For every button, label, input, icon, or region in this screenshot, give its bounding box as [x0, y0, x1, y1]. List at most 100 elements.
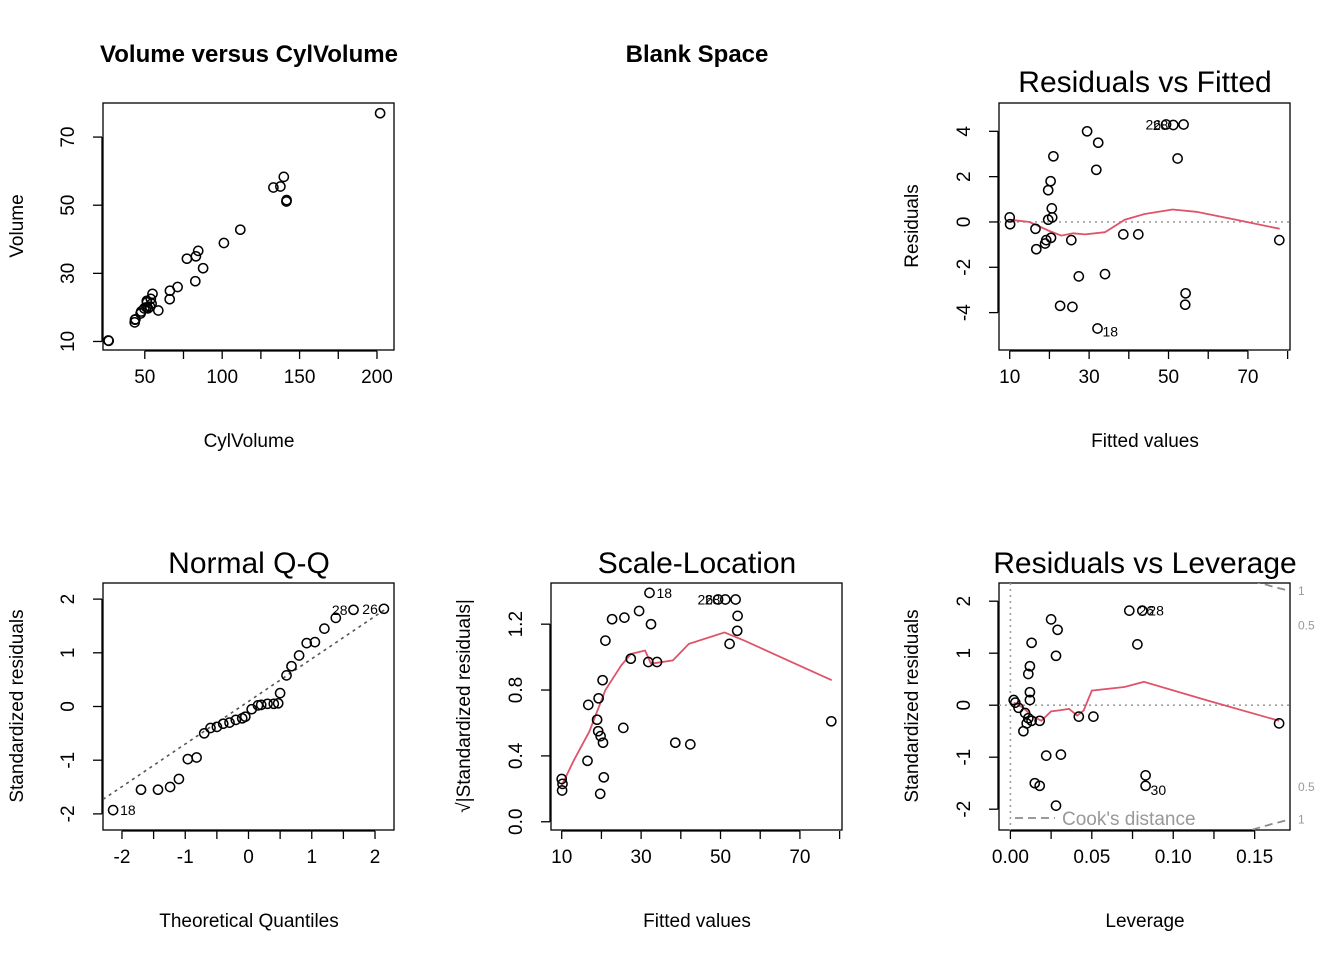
plot-box [998, 102, 1291, 351]
x-axis-label: Fitted values [643, 911, 751, 932]
data-point [1022, 712, 1034, 724]
qq-reference-line [102, 609, 385, 801]
cook-contour-label: 1 [1298, 584, 1305, 598]
data-point [732, 610, 743, 622]
data-point [1167, 119, 1179, 131]
y-axis: 10 30 50 70 [58, 126, 103, 352]
y-tick-label: 0.0 [506, 809, 527, 835]
panel-volume-vs-cylvolume: Volume versus CylVolume 50 100 150 200 10 30… [7, 41, 398, 452]
smoother-line [1009, 208, 1280, 237]
x-tick-label: 0.10 [1155, 847, 1192, 868]
data-point [1013, 702, 1024, 714]
data-point [1004, 212, 1016, 223]
panel-title: Volume versus CylVolume [100, 41, 398, 68]
data-point [645, 618, 657, 630]
x-axis-label: Theoretical Quantiles [159, 911, 339, 932]
data-point [597, 674, 608, 686]
data-point [1004, 218, 1016, 230]
data-point [198, 727, 210, 739]
data-point [173, 773, 185, 785]
data-point [146, 298, 157, 310]
data-point [197, 262, 209, 274]
y-tick-label: 2 [58, 594, 79, 605]
cook-contour-0.5-lower [1248, 819, 1288, 830]
data-point [301, 637, 313, 649]
point-label: 26 [698, 591, 714, 607]
y-tick-label: -2 [954, 801, 975, 818]
y-tick-label: 2 [954, 171, 975, 182]
data-point [268, 698, 280, 710]
data-point [164, 781, 176, 793]
data-point [278, 171, 290, 183]
data-point [625, 653, 637, 665]
data-point [147, 288, 158, 300]
x-tick-label: 2 [370, 847, 381, 868]
data-point [189, 275, 201, 287]
y-tick-label: 1 [58, 648, 79, 659]
cooks-distance-legend: Cook's distance [1015, 809, 1196, 830]
x-tick-label: -2 [114, 847, 131, 868]
cook-contour-1-upper [1279, 540, 1287, 543]
data-point [1273, 234, 1285, 246]
panel-residuals-vs-fitted: Residuals vs Fitted 10 30 50 70 -4 -2 0 2 4 18 2… [902, 66, 1291, 452]
y-tick-label: 70 [58, 126, 79, 147]
data-point [374, 107, 386, 119]
data-point [281, 670, 292, 681]
data-point [1136, 605, 1148, 616]
data-point [107, 804, 119, 816]
y-tick-label: -2 [954, 259, 975, 276]
data-point [1045, 175, 1056, 187]
data-point [164, 293, 176, 305]
panel-scale-location: Scale-Location 10 30 50 70 0.0 0.4 0.8 1.2 18 2… [454, 547, 843, 932]
data-point [330, 612, 342, 624]
data-point [1045, 232, 1057, 244]
data-point [1092, 323, 1103, 334]
data-point [1273, 718, 1285, 729]
y-tick-label: 0.8 [506, 677, 527, 703]
x-tick-label: 10 [999, 367, 1020, 388]
x-tick-label: 50 [710, 847, 731, 868]
x-axis: 10 30 50 70 [999, 350, 1289, 388]
panel-title: Normal Q-Q [168, 547, 330, 580]
cook-contour-label: 1 [1298, 813, 1305, 827]
data-point [1024, 660, 1036, 672]
x-axis: 0.00 0.05 0.10 0.15 [992, 830, 1273, 868]
x-tick-label: 50 [1158, 367, 1179, 388]
data-point [274, 687, 286, 699]
data-point [1073, 271, 1085, 282]
data-point [135, 784, 147, 796]
panel-title: Blank Space [626, 41, 769, 68]
data-point [582, 755, 593, 767]
data-point [582, 699, 594, 711]
data-points [107, 603, 390, 816]
data-point [218, 237, 230, 249]
x-axis: 10 30 50 70 [551, 830, 841, 868]
data-point [1030, 223, 1041, 235]
data-point [684, 739, 696, 750]
data-point [1160, 119, 1172, 130]
point-label: 26 [362, 601, 378, 617]
plot-box [550, 582, 843, 831]
data-point [825, 715, 837, 727]
point-label: 26 [1146, 117, 1162, 133]
smoother [1013, 680, 1280, 722]
data-point [1092, 137, 1104, 149]
x-tick-label: 0.00 [992, 847, 1029, 868]
panel-title: Residuals vs Fitted [1018, 66, 1271, 99]
data-point [1140, 780, 1151, 792]
data-point [593, 692, 604, 704]
data-point [619, 612, 630, 623]
data-point [217, 718, 229, 730]
data-point [1045, 614, 1057, 625]
data-point [272, 697, 284, 709]
y-tick-label: -2 [58, 805, 79, 822]
data-points [556, 587, 837, 800]
data-point [669, 737, 681, 749]
reference-lines [102, 609, 385, 801]
plot-box [102, 582, 395, 831]
data-point [712, 594, 724, 605]
data-point [230, 714, 242, 726]
x-tick-label: 100 [206, 367, 238, 388]
data-point [598, 771, 610, 783]
